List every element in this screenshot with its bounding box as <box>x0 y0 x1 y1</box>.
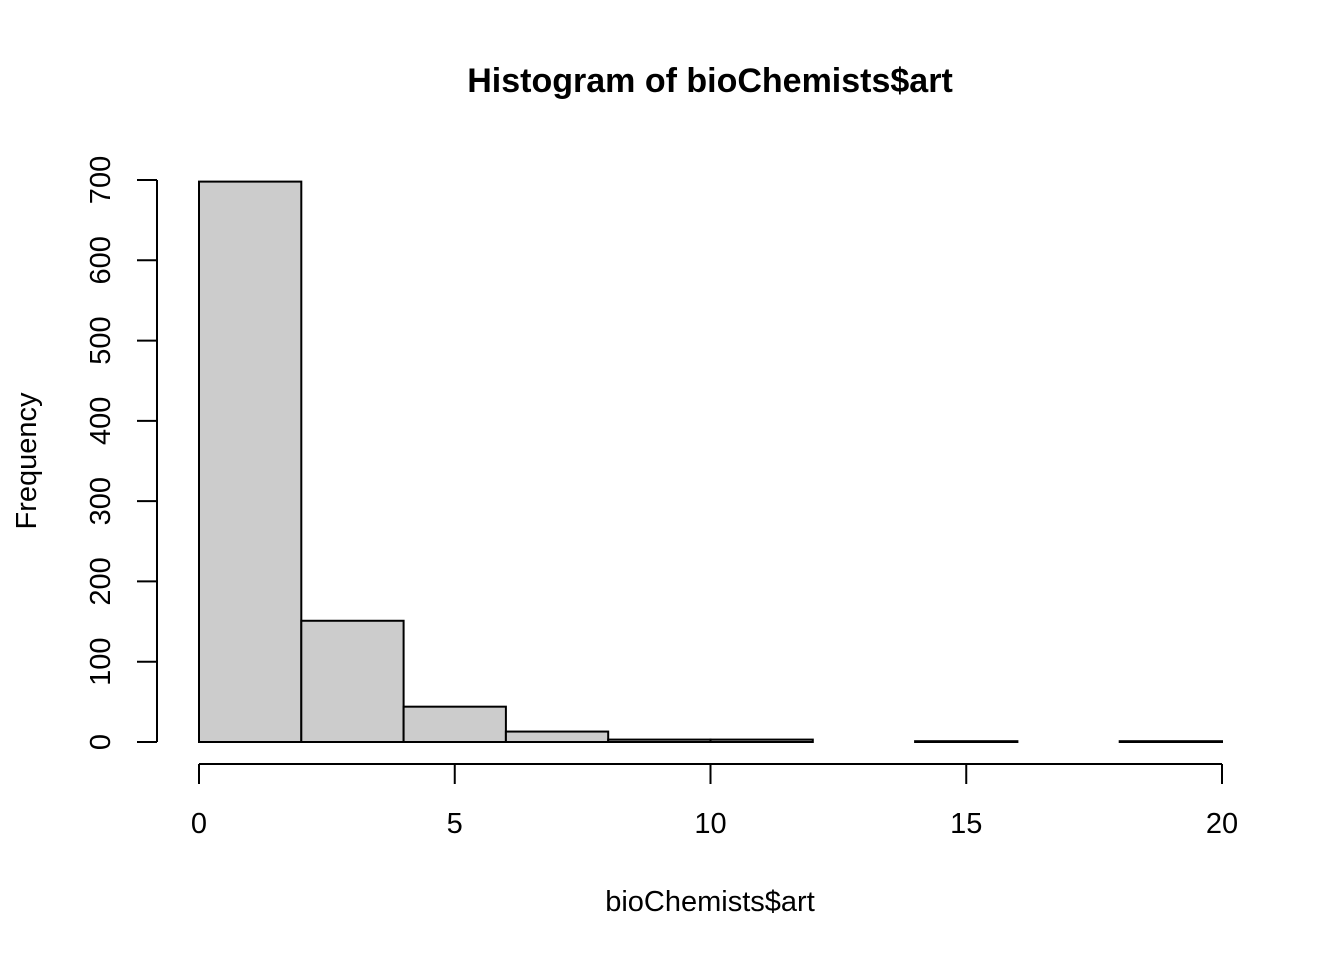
y-tick-label: 0 <box>85 734 117 750</box>
histogram-bar <box>300 619 405 743</box>
y-tick-label: 100 <box>85 638 117 686</box>
histogram-bar <box>1118 740 1223 744</box>
y-tick-label: 300 <box>85 477 117 525</box>
x-tick-label: 15 <box>950 808 982 840</box>
histogram-bar <box>198 180 303 743</box>
x-axis: 0 5 10 15 20 <box>191 763 1238 840</box>
histogram-bars <box>198 180 1223 744</box>
y-axis-label: Frequency <box>11 392 43 530</box>
x-axis-label: bioChemists$art <box>605 886 815 918</box>
x-tick-label: 10 <box>694 808 726 840</box>
y-axis: 0 100 200 300 400 500 600 700 <box>85 156 158 750</box>
y-tick-label: 600 <box>85 236 117 284</box>
histogram-bar <box>709 738 814 744</box>
x-tick-label: 5 <box>447 808 463 840</box>
y-tick-label: 400 <box>85 397 117 445</box>
chart-title: Histogram of bioChemists$art <box>467 62 953 100</box>
x-tick-label: 20 <box>1206 808 1238 840</box>
histogram-bar <box>914 740 1019 744</box>
y-tick-label: 200 <box>85 557 117 605</box>
y-tick-label: 700 <box>85 156 117 204</box>
histogram-bar <box>402 705 507 743</box>
histogram-bar <box>607 738 712 744</box>
y-tick-label: 500 <box>85 316 117 364</box>
histogram-bar <box>504 730 610 744</box>
x-tick-label: 0 <box>191 808 207 840</box>
